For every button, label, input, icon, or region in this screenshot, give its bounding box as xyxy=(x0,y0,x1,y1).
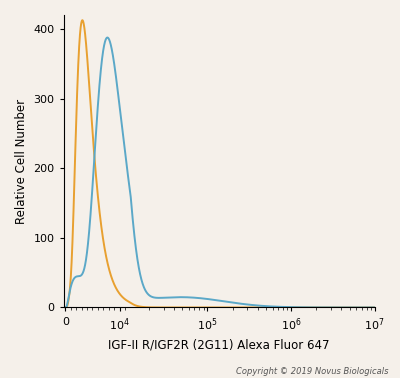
Y-axis label: Relative Cell Number: Relative Cell Number xyxy=(15,99,28,224)
Text: Copyright © 2019 Novus Biologicals: Copyright © 2019 Novus Biologicals xyxy=(236,367,388,376)
X-axis label: IGF-II R/IGF2R (2G11) Alexa Fluor 647: IGF-II R/IGF2R (2G11) Alexa Fluor 647 xyxy=(108,339,330,352)
